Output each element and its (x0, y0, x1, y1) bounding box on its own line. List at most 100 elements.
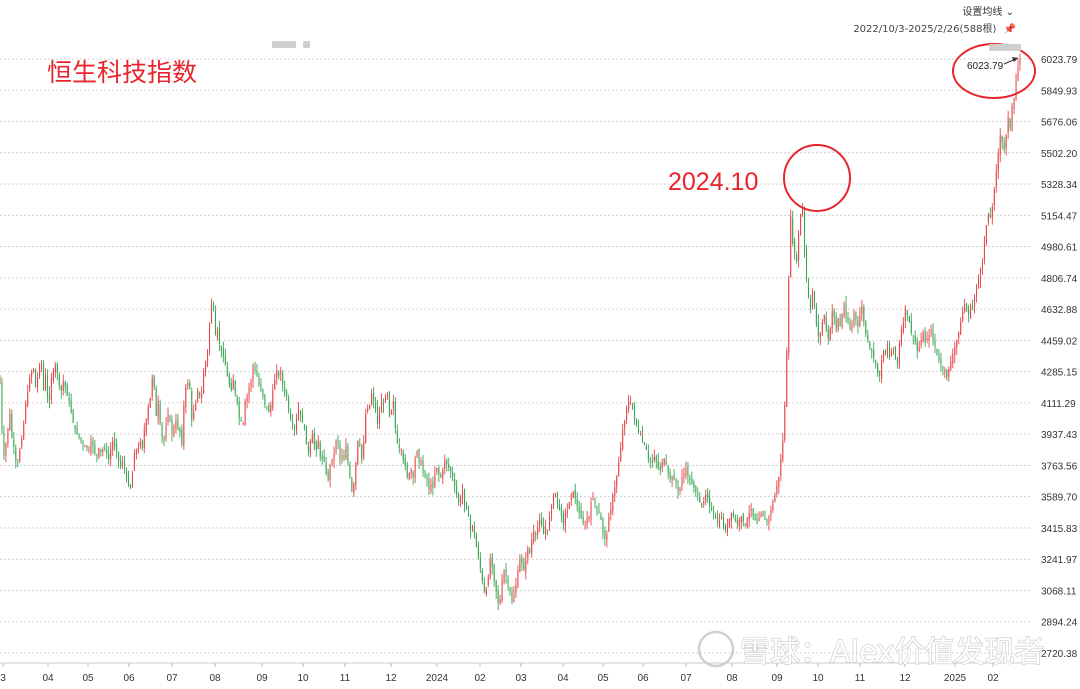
candle-body (867, 335, 869, 341)
candle (853, 309, 855, 328)
candle (1007, 110, 1009, 140)
candle-body (770, 509, 772, 516)
y-tick-label: 5849.93 (1041, 86, 1078, 97)
candle (624, 419, 626, 436)
candle-body (766, 519, 768, 522)
candle (612, 492, 614, 516)
candle (495, 579, 497, 600)
candle (266, 406, 268, 411)
candle-body (175, 421, 177, 429)
candle (404, 454, 406, 471)
settings-ma-label[interactable]: 设置均线 (962, 7, 1003, 18)
candle (327, 468, 329, 482)
candle (632, 403, 634, 410)
candle (157, 395, 159, 425)
candle-body (845, 303, 847, 319)
pin-icon[interactable]: 📌 (1003, 24, 1016, 35)
candle-body (462, 491, 464, 499)
candle (535, 531, 537, 542)
candle (483, 577, 485, 594)
candle (38, 362, 41, 380)
candle (353, 481, 355, 497)
candle (303, 424, 305, 431)
candle (930, 324, 932, 337)
latest-pointer-arrow (1012, 57, 1018, 62)
candle-body (1001, 136, 1003, 143)
candle (594, 497, 596, 509)
candle (29, 374, 31, 393)
candle-body (521, 558, 523, 564)
candle-body (687, 466, 689, 477)
candle (270, 401, 272, 417)
candle-body (19, 449, 21, 462)
candle-body (252, 365, 254, 382)
candle (740, 515, 742, 530)
candle-body (68, 397, 70, 402)
candle-body (50, 377, 52, 400)
candle (13, 432, 15, 455)
candle-body (645, 446, 647, 450)
candle-body (343, 454, 345, 461)
candle (574, 483, 576, 505)
candle (434, 465, 436, 489)
candle (841, 312, 843, 330)
candle (501, 574, 503, 604)
candle (110, 442, 112, 467)
candle (248, 382, 250, 404)
candle (659, 462, 661, 476)
candle (193, 404, 195, 422)
candle-body (550, 505, 553, 514)
candle (377, 399, 379, 429)
y-tick-label: 3415.83 (1041, 524, 1078, 535)
candle-body (958, 332, 960, 338)
candle (997, 148, 999, 180)
candle (564, 508, 566, 533)
candle (70, 393, 72, 414)
candle-body (930, 329, 932, 333)
candle-body (835, 316, 837, 330)
candle (297, 401, 300, 421)
chevron-down-icon[interactable]: ⌄ (1005, 7, 1014, 18)
candle-body (802, 207, 804, 216)
candle-body (865, 321, 867, 333)
candle (697, 487, 699, 501)
candle-body (307, 445, 309, 452)
settings-ma-button[interactable]: 设置均线 ⌄ (962, 3, 1014, 18)
candle-body (280, 372, 282, 374)
candle (17, 458, 19, 467)
x-tick-label: 10 (812, 673, 824, 684)
candle (351, 476, 353, 493)
candle-body (726, 525, 728, 533)
candle-body (40, 363, 43, 366)
candle (384, 393, 387, 403)
candle-body (42, 363, 45, 389)
candle (90, 434, 92, 457)
candle-body (106, 450, 108, 454)
candle (475, 532, 477, 548)
candle (40, 360, 43, 373)
candle (788, 275, 790, 360)
candle (131, 470, 133, 488)
candle-body (236, 396, 238, 402)
candle-body (325, 462, 327, 474)
candle-body (667, 466, 669, 474)
candle-body (416, 451, 418, 457)
candle (888, 341, 891, 360)
candle (717, 510, 719, 528)
candle-body (572, 491, 574, 497)
candle (970, 303, 972, 320)
candle (892, 347, 895, 355)
x-tick-label: 08 (209, 673, 221, 684)
candle-body (798, 234, 800, 261)
candle-body (23, 422, 25, 439)
candle (983, 236, 985, 265)
candle (548, 511, 551, 531)
candle-body (430, 484, 432, 492)
candle (9, 408, 11, 432)
candle (790, 209, 792, 278)
candle (576, 492, 578, 512)
candle-body (977, 279, 980, 289)
candle (246, 393, 248, 409)
candle (477, 541, 479, 560)
